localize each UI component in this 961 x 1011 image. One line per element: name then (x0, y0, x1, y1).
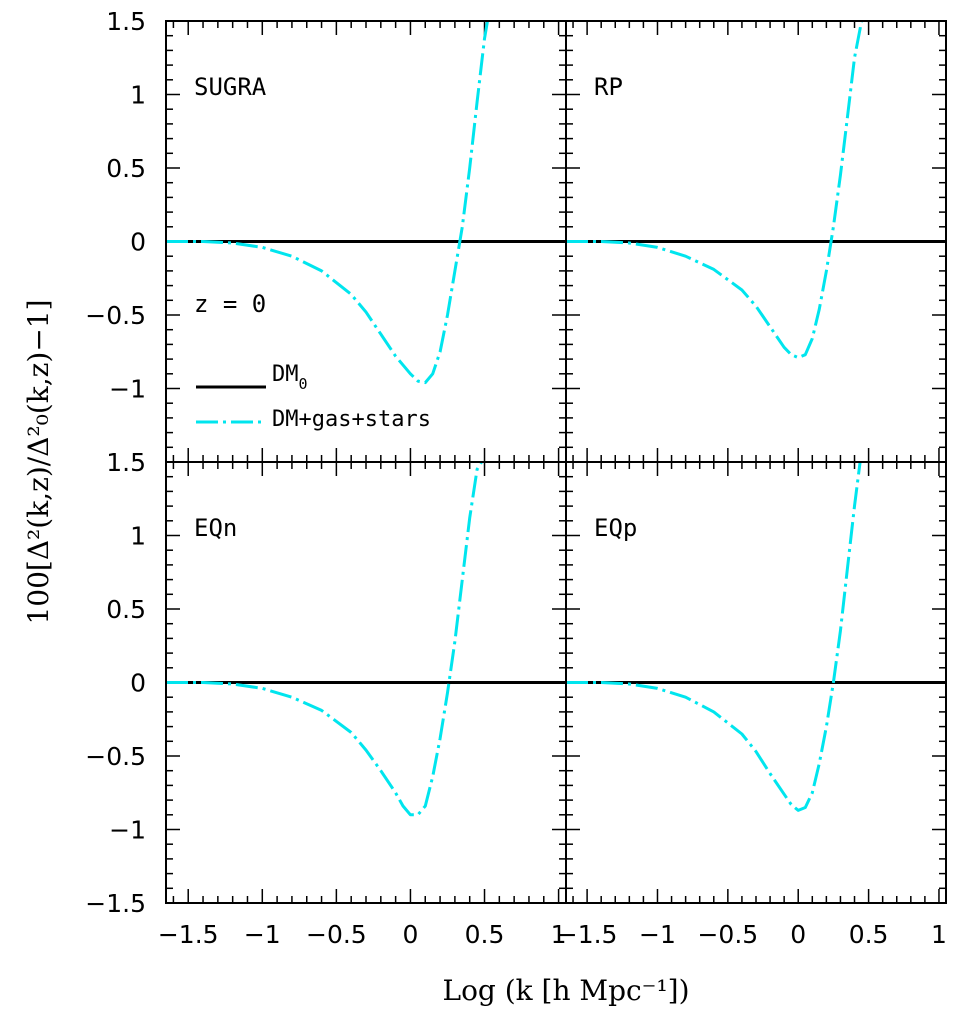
panel-ticks (566, 461, 946, 904)
panel-rp: RP (565, 20, 947, 463)
panel-eqn: EQn (165, 461, 567, 904)
y-tick-label: 1.5 (106, 7, 146, 36)
legend-dm0-label: DM0 (272, 362, 308, 393)
y-tick-label: −1 (109, 375, 146, 404)
dm-gas-stars-series-line (566, 462, 862, 812)
x-tick-label: 1 (551, 920, 567, 949)
x-tick-label: −1 (244, 920, 281, 949)
panel-plot-area (166, 462, 566, 817)
panel-frame (565, 461, 947, 904)
legend-dm0-subscript: 0 (299, 375, 308, 393)
panel-plot-area (566, 21, 946, 360)
legend-dm-gas-stars-label: DM+gas+stars (272, 407, 431, 432)
x-tick-label: −1.5 (557, 920, 618, 949)
x-tick-label: 0.5 (465, 920, 505, 949)
x-tick-label: −0.5 (697, 920, 758, 949)
dm-gas-stars-series-line (566, 21, 864, 360)
x-axis-title: Log (k [h Mpc⁻¹]) (442, 974, 689, 1007)
x-tick-label: 0 (790, 920, 806, 949)
x-tick-label: −0.5 (306, 920, 367, 949)
dm-gas-stars-series-line (166, 462, 483, 817)
panels-layer: SUGRA RP EQn EQp −1 −0.5 0 0.5 1 1.5 −1.5 −1 −0.5 0 0.… (85, 7, 947, 949)
y-tick-label: 0.5 (106, 154, 146, 183)
y-tick-label: 1 (130, 522, 146, 551)
panel-label: EQn (194, 514, 237, 542)
panel-label: SUGRA (194, 73, 267, 101)
y-tick-label: 1 (130, 81, 146, 110)
y-tick-label: −1.5 (85, 889, 146, 918)
panel-label: RP (594, 73, 623, 101)
x-tick-label: −1.5 (158, 920, 219, 949)
y-tick-label: 0.5 (106, 595, 146, 624)
panel-sugra: SUGRA (165, 20, 567, 463)
x-tick-label: 0 (402, 920, 418, 949)
x-tick-label: 0.5 (849, 920, 889, 949)
y-tick-label: 0 (130, 228, 146, 257)
y-tick-label: −1 (109, 816, 146, 845)
y-tick-label: 1.5 (106, 448, 146, 477)
y-tick-label: −0.5 (85, 742, 146, 771)
redshift-annotation: z = 0 (194, 290, 266, 318)
panel-plot-area (166, 21, 566, 385)
y-tick-label: −0.5 (85, 301, 146, 330)
x-tick-label: 1 (931, 920, 947, 949)
panel-plot-area (566, 462, 946, 812)
y-tick-label: 0 (130, 669, 146, 698)
panel-label: EQp (594, 514, 637, 542)
legend: DM0 DM+gas+stars (196, 362, 431, 432)
dm-gas-stars-series-line (166, 21, 489, 385)
panel-ticks (566, 20, 946, 463)
panel-eqp: EQp (565, 461, 947, 904)
y-axis-title: 100[Δ²(k,z)/Δ²₀(k,z)−1] (22, 299, 55, 624)
x-tick-label: −1 (639, 920, 676, 949)
panel-ticks (166, 20, 566, 463)
